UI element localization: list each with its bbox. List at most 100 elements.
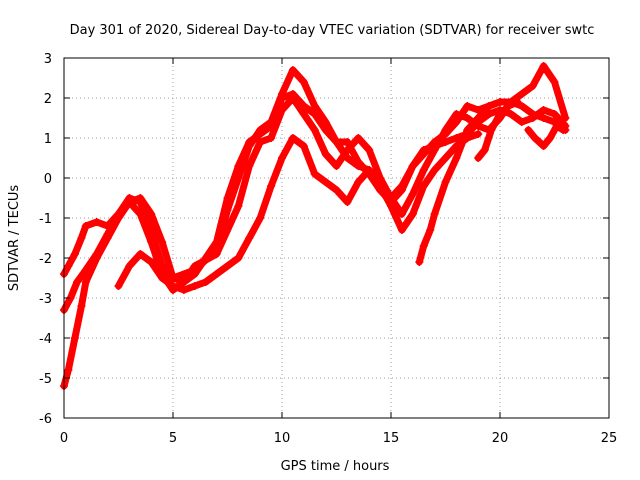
data-point [539, 142, 548, 150]
data-point [354, 162, 363, 170]
x-tick-label: 5 [169, 431, 177, 446]
data-point [234, 254, 243, 262]
data-point [256, 130, 265, 138]
data-point [223, 262, 232, 270]
data-point [212, 250, 221, 258]
data-point [77, 302, 86, 310]
data-point [70, 334, 79, 342]
y-axis-label: SDTVAR / TECUs [7, 185, 22, 292]
data-point [212, 238, 221, 246]
data-point [430, 210, 439, 218]
data-point [278, 94, 286, 102]
data-point [81, 222, 90, 230]
data-point [136, 210, 145, 218]
x-tick-label: 0 [60, 431, 68, 446]
data-point [179, 278, 188, 286]
data-point [310, 102, 319, 110]
data-point [365, 166, 374, 174]
data-point [387, 202, 395, 210]
data-series-group [60, 62, 570, 390]
y-tick-label: 3 [44, 52, 52, 67]
data-point [441, 126, 450, 134]
data-point [92, 254, 101, 262]
series-line [115, 130, 482, 294]
data-point [321, 150, 330, 158]
data-point [463, 102, 472, 110]
x-tick-label: 15 [383, 431, 400, 446]
data-point [201, 254, 210, 262]
x-axis-label: GPS time / hours [281, 459, 390, 474]
data-point [147, 238, 156, 246]
axes: 0 5 10 15 20 25 -6 -5 -4 -3 -2 -1 0 1 2 3 [39, 52, 617, 446]
x-tick-label: 20 [492, 431, 509, 446]
data-point [288, 134, 297, 142]
data-point [517, 118, 526, 126]
data-point [288, 90, 297, 98]
data-point [474, 154, 483, 162]
data-point [64, 262, 73, 270]
data-point [524, 126, 533, 134]
data-point [430, 166, 439, 174]
data-point [245, 234, 254, 242]
y-tick-label: 1 [44, 132, 52, 147]
y-tick-label: 0 [44, 172, 52, 187]
data-point [354, 134, 363, 142]
data-point [343, 198, 352, 206]
data-point [463, 114, 472, 122]
data-point [463, 126, 472, 134]
data-point [559, 126, 568, 134]
data-point [550, 78, 559, 86]
data-point [70, 250, 79, 258]
data-point [419, 242, 428, 250]
y-tick-label: 2 [44, 92, 52, 107]
data-point [310, 110, 319, 118]
data-point [485, 102, 494, 110]
y-tick-label: -6 [39, 412, 52, 427]
data-point [267, 182, 276, 190]
data-point [487, 126, 496, 134]
data-point [452, 154, 461, 162]
data-point [546, 134, 555, 142]
data-point [64, 366, 73, 374]
data-point [504, 102, 513, 110]
data-point [234, 162, 243, 170]
data-point [136, 194, 145, 202]
data-point [441, 154, 450, 162]
plot-frame [63, 57, 610, 419]
y-tick-label: -5 [39, 372, 52, 387]
series-track-6 [474, 98, 522, 162]
data-point [147, 210, 156, 218]
data-point [158, 238, 167, 246]
data-point [419, 182, 428, 190]
data-point [480, 146, 489, 154]
data-point [223, 194, 232, 202]
data-point [452, 110, 461, 118]
y-tick-label: -2 [39, 252, 52, 267]
data-point [452, 134, 461, 142]
data-point [419, 166, 428, 174]
data-point [114, 214, 123, 222]
data-point [190, 282, 199, 290]
data-point [245, 138, 254, 146]
data-point [73, 278, 82, 286]
series-line [415, 98, 504, 266]
data-point [310, 126, 319, 134]
data-point [147, 258, 156, 266]
data-point [267, 122, 276, 130]
data-point [103, 234, 112, 242]
data-point [299, 110, 308, 118]
series-track-5 [415, 98, 504, 266]
data-point [299, 102, 308, 110]
data-point [321, 126, 330, 134]
data-point [426, 226, 435, 234]
data-point [441, 138, 450, 146]
data-point [169, 274, 177, 282]
data-point [517, 102, 526, 110]
data-point [201, 278, 210, 286]
data-point [332, 138, 341, 146]
data-point [136, 250, 145, 258]
data-point [430, 142, 439, 150]
data-point [496, 98, 504, 106]
data-point [528, 82, 537, 90]
